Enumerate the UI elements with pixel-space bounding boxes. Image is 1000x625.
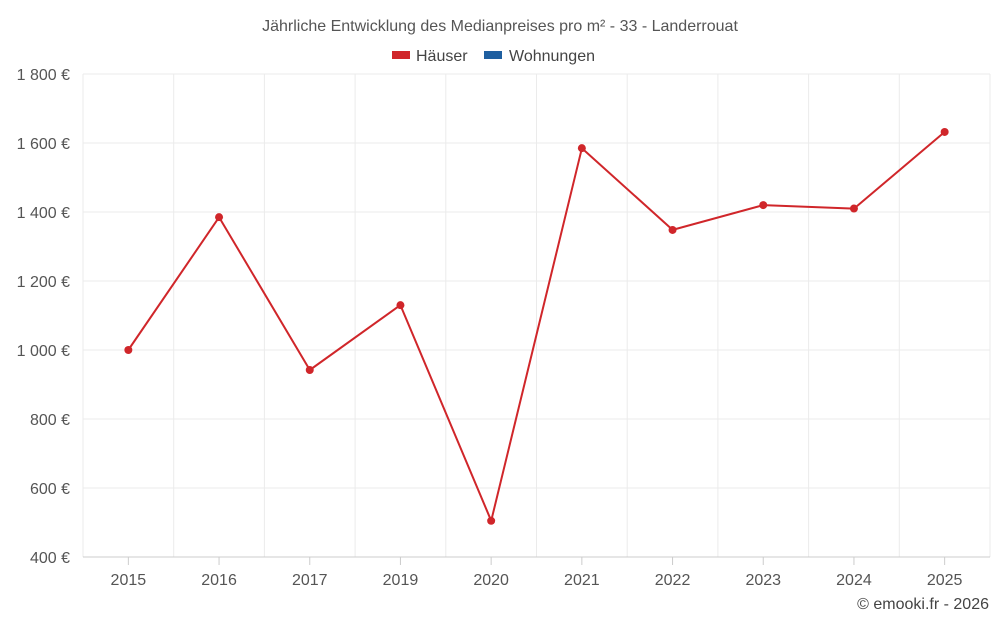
x-tick-label-2017: 2017 [292, 572, 328, 589]
y-tick-label-1200: 1 200 € [17, 274, 70, 291]
data-point-2019[interactable] [396, 301, 405, 310]
series-line-haeuser [127, 131, 946, 522]
x-tick-label-2025: 2025 [927, 572, 963, 589]
x-tick-label-2022: 2022 [655, 572, 691, 589]
data-point-2021[interactable] [577, 144, 586, 153]
y-tick-label-800: 800 € [30, 412, 70, 429]
data-point-2023[interactable] [759, 201, 768, 210]
chart-title: Jährliche Entwicklung des Medianpreises … [262, 18, 738, 35]
y-tick-label-600: 600 € [30, 481, 70, 498]
x-tick-label-2021: 2021 [564, 572, 600, 589]
y-tick-label-1800: 1 800 € [17, 67, 70, 84]
data-point-2016[interactable] [215, 213, 224, 222]
x-tick-label-2015: 2015 [111, 572, 147, 589]
legend-label-wohnungen: Wohnungen [509, 48, 595, 65]
y-tick-label-400: 400 € [30, 550, 70, 567]
legend: Häuser Wohnungen [392, 48, 595, 65]
legend-swatch-haeuser [392, 51, 410, 59]
grid [82, 73, 991, 557]
data-point-2017[interactable] [305, 366, 314, 375]
data-point-2015[interactable] [124, 346, 133, 354]
series-haeuser [124, 127, 949, 525]
data-point-2025[interactable] [940, 127, 949, 136]
y-tick-label-1400: 1 400 € [17, 205, 70, 222]
y-tick-label-1600: 1 600 € [17, 136, 70, 153]
x-tick-label-2020: 2020 [473, 572, 509, 589]
x-tick-label-2016: 2016 [201, 572, 237, 589]
legend-swatch-wohnungen [484, 51, 502, 59]
y-axis-ticks: 400 € 600 € 800 € 1 000 € 1 200 € 1 400 € 1 60… [17, 67, 70, 567]
data-point-2022[interactable] [668, 225, 677, 234]
x-tick-label-2019: 2019 [383, 572, 419, 589]
credit-text: © emooki.fr - 2026 [857, 596, 989, 613]
legend-item-wohnungen[interactable]: Wohnungen [484, 48, 595, 65]
legend-item-haeuser[interactable]: Häuser [392, 48, 468, 65]
data-point-2020[interactable] [487, 516, 496, 525]
legend-label-haeuser: Häuser [416, 48, 468, 65]
x-tick-label-2023: 2023 [745, 572, 781, 589]
data-point-2024[interactable] [849, 204, 858, 213]
x-axis-ticks: 2015 2016 2017 2019 2020 2021 2022 2023 2024 2025 [111, 557, 963, 589]
y-tick-label-1000: 1 000 € [17, 343, 70, 360]
x-tick-label-2024: 2024 [836, 572, 872, 589]
